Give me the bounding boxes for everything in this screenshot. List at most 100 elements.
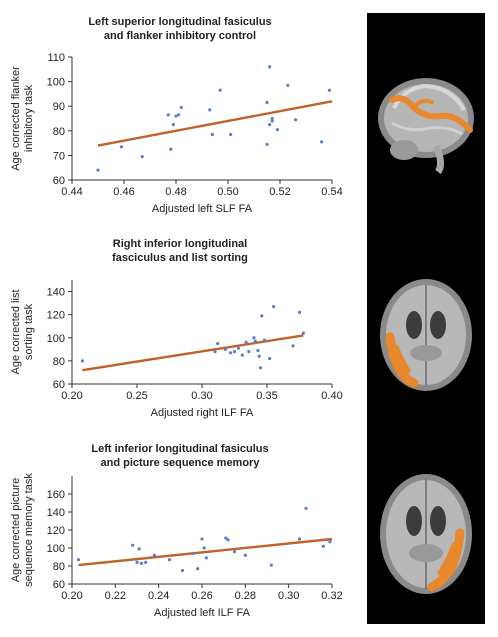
data-point [167, 558, 172, 562]
data-point [177, 113, 181, 117]
x-tick-label: 0.20 [61, 390, 82, 402]
x-tick-label: 0.48 [165, 186, 186, 198]
data-point [208, 108, 212, 112]
chart-panel-right-ilf: Right inferior longitudinal fasciculus a… [0, 222, 360, 427]
x-tick-label: 0.44 [61, 186, 82, 198]
chart-title-line1: Right inferior longitudinal [112, 238, 248, 250]
data-point [294, 118, 298, 122]
x-axis-label: Adjusted right ILF FA [151, 407, 254, 419]
y-tick-label: 100 [47, 543, 65, 555]
data-point [297, 310, 302, 314]
data-point [268, 65, 272, 69]
y-axis-label-line2: inhibitory task [23, 84, 35, 152]
x-tick-label: 0.32 [321, 590, 342, 602]
chart-title-line2: and picture sequence memory [100, 457, 260, 469]
data-point [76, 558, 81, 562]
data-point [253, 339, 257, 343]
data-point [320, 140, 324, 144]
data-point [271, 304, 276, 309]
data-point [137, 547, 141, 551]
data-point [224, 536, 228, 540]
x-tick-label: 0.30 [191, 390, 212, 402]
x-tick-label: 0.40 [321, 390, 342, 402]
data-point [213, 350, 217, 354]
regression-line [97, 100, 333, 147]
data-point [304, 506, 308, 510]
y-tick-label: 100 [47, 77, 65, 89]
data-point [265, 100, 269, 105]
data-point [223, 347, 227, 351]
data-point [268, 356, 272, 361]
data-point [200, 537, 204, 541]
data-point [180, 568, 185, 573]
data-point [229, 132, 233, 137]
data-point [270, 119, 274, 123]
data-point [210, 132, 214, 137]
data-point [260, 314, 264, 318]
chart-panel-slf: Left superior longitudinal fasiculus and… [0, 0, 360, 222]
data-point [258, 366, 263, 370]
regression-line [78, 537, 333, 567]
y-axis-label-line2: sorting task [23, 303, 35, 360]
data-point [265, 142, 269, 146]
chart-title-line2: and flanker inhibitory control [103, 30, 257, 42]
data-point [216, 341, 220, 346]
data-point [131, 543, 135, 547]
brain-axial-left-ilf-image [380, 474, 472, 594]
data-point [226, 538, 230, 542]
data-point [269, 563, 273, 567]
y-tick-label: 90 [53, 101, 65, 113]
x-axis-label: Adjusted left ILF FA [154, 607, 251, 619]
x-tick-label: 0.46 [113, 186, 134, 198]
data-point [262, 338, 266, 342]
data-point [80, 359, 84, 363]
data-point [247, 350, 251, 354]
data-point [144, 560, 148, 564]
data-point [191, 551, 195, 555]
data-point [327, 88, 331, 92]
data-point [243, 553, 247, 557]
data-point [152, 553, 156, 557]
data-point [139, 561, 143, 565]
y-tick-label: 140 [47, 507, 65, 519]
x-tick-label: 0.20 [61, 590, 82, 602]
y-axis-label-line1: Age corrected picture [10, 478, 22, 583]
data-point [196, 567, 200, 571]
y-tick-label: 60 [53, 175, 65, 187]
data-point [232, 550, 237, 554]
y-axis-label-line1: Age corrected flanker [10, 66, 22, 171]
scatter-plot-slf: 0.44 0.46 0.48 0.50 0.52 0.54 60 70 80 90 100 110 Ad… [10, 52, 343, 215]
data-point [321, 544, 325, 548]
x-tick-label: 0.24 [148, 590, 169, 602]
brain-sagittal-slf-image [378, 78, 474, 175]
data-point [252, 336, 256, 340]
data-point [297, 537, 302, 541]
y-tick-label: 80 [53, 561, 65, 573]
data-point [171, 123, 175, 127]
y-tick-label: 100 [47, 333, 65, 345]
data-point [166, 113, 170, 117]
brain-image-strip [367, 13, 485, 624]
chart-title-line1: Left superior longitudinal fasiculus [88, 16, 272, 28]
x-tick-label: 0.22 [105, 590, 126, 602]
data-point [286, 83, 290, 87]
chart-panel-left-ilf: Left inferior longitudinal fasiculus and… [0, 427, 360, 637]
data-point [291, 344, 295, 348]
scatter-plot-left-ilf: 0.20 0.22 0.24 0.26 0.28 0.30 0.32 60 80 100 120 14… [10, 473, 343, 619]
data-point [236, 346, 240, 350]
scatter-plot-right-ilf: 0.20 0.25 0.30 0.35 0.40 60 80 100 120 140 Adjuste… [10, 280, 343, 419]
data-point [204, 556, 208, 560]
x-tick-label: 0.50 [217, 186, 238, 198]
y-tick-label: 120 [47, 525, 65, 537]
x-tick-label: 0.35 [256, 390, 277, 402]
data-point [270, 116, 274, 121]
data-point [229, 351, 233, 355]
data-point [96, 168, 100, 172]
y-tick-label: 60 [53, 379, 65, 391]
y-tick-label: 140 [47, 287, 65, 299]
data-point [257, 354, 261, 358]
data-point [135, 560, 139, 564]
chart-title-line1: Left inferior longitudinal fasiculus [91, 443, 269, 455]
x-axis-label: Adjusted left SLF FA [152, 203, 253, 215]
regression-line [82, 334, 304, 372]
